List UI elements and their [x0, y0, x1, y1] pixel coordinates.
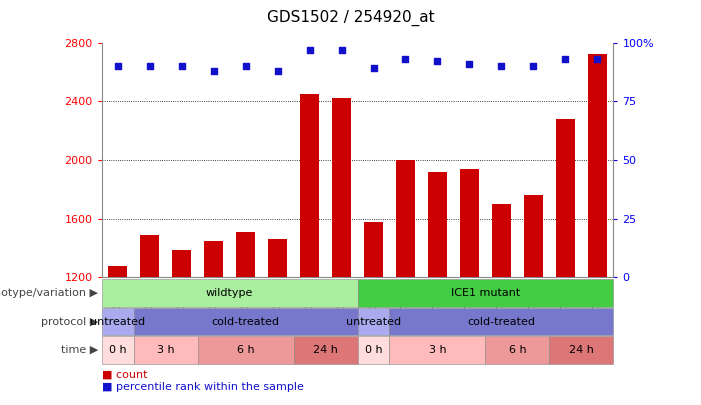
Text: 24 h: 24 h [313, 345, 338, 355]
Text: ■ percentile rank within the sample: ■ percentile rank within the sample [102, 382, 304, 392]
Bar [428, 172, 447, 277]
Text: untreated: untreated [90, 317, 145, 326]
Point [304, 46, 315, 53]
Point [176, 63, 187, 69]
Point [208, 68, 219, 74]
Text: 3 h: 3 h [428, 345, 447, 355]
Text: ICE1 mutant: ICE1 mutant [451, 288, 520, 298]
Point [112, 63, 123, 69]
Bar [492, 204, 511, 277]
Bar [396, 160, 415, 277]
Point [464, 60, 475, 67]
Point [496, 63, 507, 69]
Text: time ▶: time ▶ [61, 345, 98, 355]
Point [560, 56, 571, 62]
Point [336, 46, 347, 53]
Bar [364, 222, 383, 277]
Text: 0 h: 0 h [365, 345, 382, 355]
Text: untreated: untreated [346, 317, 401, 326]
Point [528, 63, 539, 69]
Bar [204, 241, 223, 277]
Point [240, 63, 251, 69]
Bar [172, 249, 191, 277]
Text: cold-treated: cold-treated [468, 317, 536, 326]
Text: 6 h: 6 h [509, 345, 526, 355]
Point [144, 63, 155, 69]
Bar [140, 235, 159, 277]
Point [432, 58, 443, 64]
Bar [268, 239, 287, 277]
Point [368, 65, 379, 72]
Bar [300, 94, 319, 277]
Text: 3 h: 3 h [157, 345, 175, 355]
Bar [556, 119, 575, 277]
Text: cold-treated: cold-treated [212, 317, 280, 326]
Text: 6 h: 6 h [237, 345, 254, 355]
Text: genotype/variation ▶: genotype/variation ▶ [0, 288, 98, 298]
Bar [236, 232, 255, 277]
Bar [332, 98, 351, 277]
Text: wildtype: wildtype [206, 288, 253, 298]
Bar [524, 195, 543, 277]
Text: protocol ▶: protocol ▶ [41, 317, 98, 326]
Text: GDS1502 / 254920_at: GDS1502 / 254920_at [266, 10, 435, 26]
Point [400, 56, 411, 62]
Bar [588, 54, 607, 277]
Text: ■ count: ■ count [102, 369, 147, 379]
Text: 0 h: 0 h [109, 345, 126, 355]
Bar [108, 266, 128, 277]
Bar [460, 169, 479, 277]
Text: 24 h: 24 h [569, 345, 594, 355]
Point [592, 56, 603, 62]
Point [272, 68, 283, 74]
